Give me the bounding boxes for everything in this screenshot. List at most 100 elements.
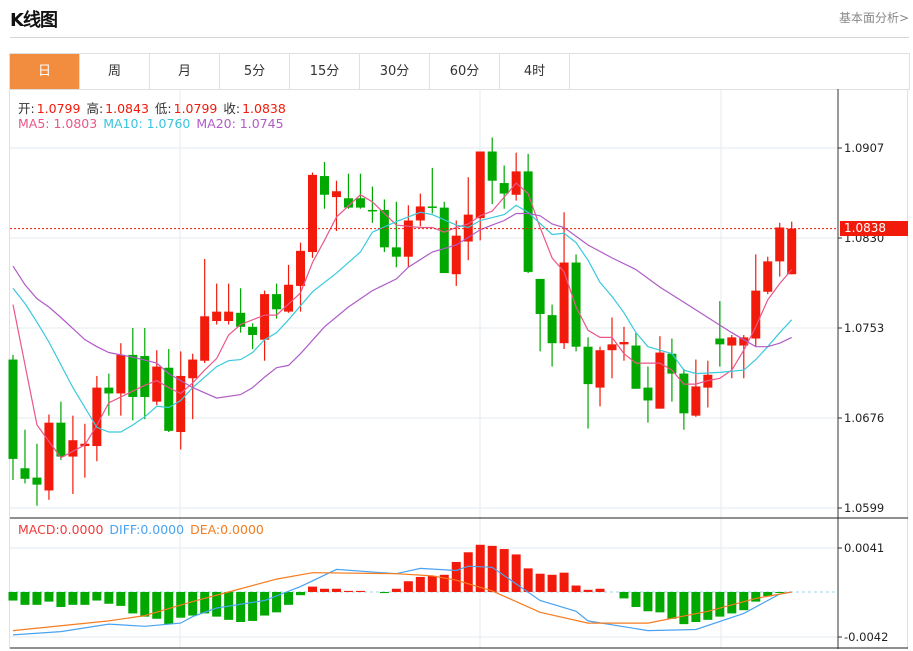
macd-bar [703,591,713,620]
macd-bar [236,591,246,622]
candle-up [116,354,126,394]
candle-down [487,151,497,181]
macd-value: MACD:0.0000 [18,522,104,537]
macd-bar [319,588,329,592]
macd-bar [68,591,78,605]
macd-bar [511,554,521,592]
macd-bar [296,591,306,596]
macd-bar [667,591,677,619]
candle-up [775,227,785,262]
macd-bar [595,588,605,592]
candle-up [739,337,749,346]
low-value: 1.0799 [173,101,218,116]
candle-down [391,247,401,257]
macd-bar [308,586,317,592]
price-tick-label: 1.0676 [844,411,884,425]
macd-bar [272,591,282,613]
candle-up [691,386,701,416]
candle-down [439,207,449,274]
candle-down [523,171,533,272]
ma10-value: MA10: 1.0760 [103,116,191,131]
candle-up [559,262,569,344]
macd-bar [559,572,569,592]
macd-bar [32,591,42,605]
macd-bar [631,591,641,607]
candle-up [284,284,294,312]
macd-bar [487,545,497,592]
candle-down [272,294,282,310]
price-tick-label: 1.0753 [844,321,884,335]
macd-bar [260,591,270,616]
candle-down [8,359,18,459]
macd-bar [571,585,581,592]
macd-bar [691,591,701,622]
candle-down [379,209,389,248]
macd-bar [583,589,593,592]
macd-bar [44,591,54,602]
current-price-tag: 1.0838 [840,221,908,236]
candle-down [643,387,653,401]
macd-bar [727,591,737,614]
dea-line [12,572,792,632]
ma20-value: MA20: 1.0745 [196,116,284,131]
candle-up [595,350,605,388]
candle-down [32,477,42,485]
candle-down [499,183,509,194]
ma5-value: MA5: 1.0803 [18,116,98,131]
macd-bar [535,573,545,592]
macd-bar [451,561,461,592]
tab-month[interactable]: 月 [150,54,220,89]
candle-up [308,174,317,253]
macd-bar [403,581,413,592]
high-label: 高: [86,101,104,116]
candle-down [667,353,677,374]
candle-down [56,422,66,457]
candle-down [547,315,557,344]
macd-bar [200,591,210,614]
candle-up [607,344,617,351]
macd-bar [751,591,761,602]
macd-bar [775,591,785,594]
tab-30min[interactable]: 30分 [360,54,430,89]
macd-bar [679,591,689,625]
tab-week[interactable]: 周 [80,54,150,89]
tab-5min[interactable]: 5分 [220,54,290,89]
diff-line [12,565,792,636]
candle-up [403,220,413,257]
macd-bar [284,591,294,605]
tab-day[interactable]: 日 [10,54,80,89]
candle-down [140,356,150,397]
price-tick-label: 1.0599 [844,501,884,515]
macd-bar [56,591,66,607]
tab-4hour[interactable]: 4时 [500,54,570,89]
macd-bar [80,591,90,605]
candle-down [715,338,725,345]
candle-up [92,387,102,447]
tab-15min[interactable]: 15分 [290,54,360,89]
candle-up [331,191,341,198]
candle-up [68,440,78,457]
price-tick-label: 1.0907 [844,141,884,155]
macd-bar [523,568,533,592]
ma5-line [12,182,793,459]
tab-60min[interactable]: 60分 [430,54,500,89]
macd-tick-label: 0.0041 [844,541,884,555]
macd-bar [391,588,401,592]
macd-bar [212,591,222,617]
macd-bar [463,552,473,592]
macd-tick-label: -0.0042 [844,630,888,644]
candle-down [535,278,545,314]
diff-value: DIFF:0.0000 [109,522,185,537]
candle-up [475,151,485,219]
page-title: K线图 [10,10,58,31]
fundamental-analysis-link[interactable]: 基本面分析> [838,11,909,25]
macd-bar [499,549,509,592]
macd-bar [715,591,725,617]
candle-down [571,262,581,347]
candle-down [679,373,689,414]
candle-up [751,290,761,339]
candle-up [212,311,222,321]
candle-down [128,354,138,397]
candle-down [104,387,114,394]
